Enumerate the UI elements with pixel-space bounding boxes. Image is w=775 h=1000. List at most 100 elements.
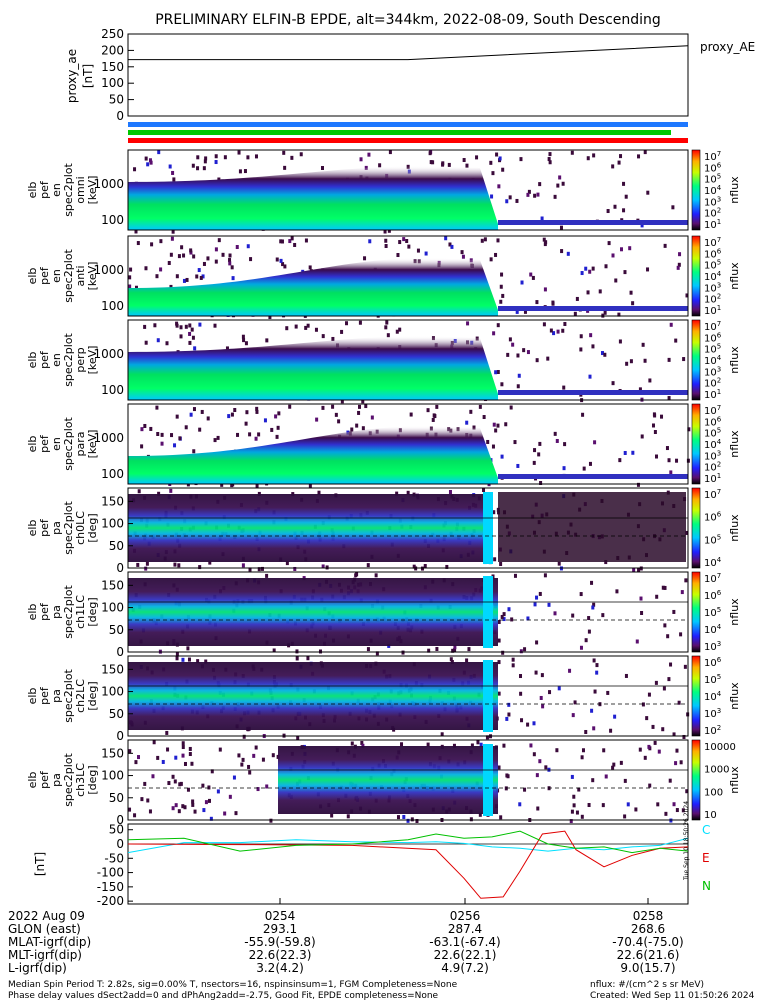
noise-pixel bbox=[638, 387, 642, 392]
noise-pixel bbox=[482, 488, 486, 493]
noise-pixel bbox=[581, 412, 585, 417]
legend-c-label: C bbox=[702, 823, 710, 837]
noise-pixel bbox=[575, 810, 579, 815]
noise-pixel bbox=[533, 448, 537, 453]
noise-pixel bbox=[519, 691, 523, 696]
noise-pixel bbox=[520, 280, 524, 285]
noise-pixel bbox=[412, 564, 416, 569]
noise-pixel bbox=[426, 408, 430, 413]
ytick-label: 50 bbox=[109, 791, 124, 805]
panel-ylabel-part: [keV] bbox=[86, 176, 99, 205]
noise-pixel bbox=[631, 450, 635, 455]
panel-ylabel-part: elb bbox=[26, 520, 39, 537]
noise-pixel bbox=[150, 242, 154, 247]
noise-pixel bbox=[169, 284, 173, 289]
panel-ylabel-part: pef bbox=[38, 350, 51, 369]
noise-pixel bbox=[233, 407, 237, 412]
panel-frame bbox=[127, 235, 689, 317]
noise-pixel bbox=[561, 181, 565, 186]
noise-pixel bbox=[198, 427, 202, 432]
panel-ylabel-part: elb bbox=[26, 604, 39, 621]
noise-pixel bbox=[540, 673, 544, 678]
colorbar-label: nflux bbox=[728, 766, 741, 794]
noise-pixel bbox=[590, 580, 594, 585]
noise-pixel bbox=[223, 155, 227, 160]
noise-pixel bbox=[492, 422, 496, 427]
noise-pixel bbox=[279, 258, 283, 263]
noise-pixel bbox=[237, 753, 241, 758]
noise-pixel bbox=[472, 425, 476, 430]
pitch-angle-band bbox=[128, 578, 498, 646]
noise-pixel bbox=[682, 734, 686, 739]
noise-pixel bbox=[182, 278, 186, 283]
noise-pixel bbox=[435, 404, 439, 409]
noise-pixel bbox=[179, 334, 183, 339]
noise-pixel bbox=[206, 256, 210, 261]
ytick-label: 50 bbox=[109, 539, 124, 553]
noise-pixel bbox=[340, 329, 344, 334]
noise-pixel bbox=[646, 190, 650, 195]
noise-pixel bbox=[540, 216, 544, 221]
colorbar-tick-exponent: 5 bbox=[717, 533, 721, 541]
noise-pixel bbox=[145, 561, 149, 566]
noise-pixel bbox=[501, 650, 505, 655]
noise-pixel bbox=[546, 356, 550, 361]
ytick-label: 0 bbox=[116, 729, 124, 743]
noise-pixel bbox=[453, 648, 457, 653]
noise-pixel bbox=[196, 166, 200, 171]
colorbar-tick-exponent: 3 bbox=[717, 707, 721, 715]
panel-ylabel-part: omni bbox=[74, 176, 87, 203]
noise-pixel bbox=[631, 301, 635, 306]
colorbar bbox=[692, 740, 700, 820]
noise-pixel bbox=[129, 267, 133, 272]
colorbar-frame bbox=[691, 655, 701, 737]
noise-pixel bbox=[216, 789, 220, 794]
noise-pixel bbox=[243, 169, 247, 174]
noise-pixel bbox=[538, 182, 542, 187]
mag-ytick-label: 50 bbox=[109, 823, 124, 837]
noise-pixel bbox=[637, 154, 641, 159]
noise-pixel bbox=[269, 818, 273, 823]
mag-series-N bbox=[127, 830, 689, 854]
noise-pixel bbox=[651, 423, 655, 428]
noise-pixel bbox=[685, 530, 689, 535]
noise-pixel bbox=[547, 157, 551, 162]
noise-pixel bbox=[358, 320, 362, 325]
noise-pixel bbox=[167, 260, 171, 265]
noise-pixel bbox=[321, 564, 325, 569]
noise-pixel bbox=[252, 753, 256, 758]
noise-pixel bbox=[170, 236, 174, 241]
noise-pixel bbox=[188, 746, 192, 751]
noise-pixel bbox=[617, 160, 621, 165]
noise-pixel bbox=[444, 236, 448, 241]
noise-pixel bbox=[516, 353, 520, 358]
noise-pixel bbox=[469, 409, 473, 414]
panel-ylabel-part: para bbox=[74, 432, 87, 457]
noise-pixel bbox=[384, 244, 388, 249]
noise-pixel bbox=[580, 271, 584, 276]
footer-line1-right: nflux: #/(cm^2 s sr MeV) bbox=[590, 980, 704, 990]
noise-pixel bbox=[460, 250, 464, 255]
noise-pixel bbox=[165, 341, 169, 346]
noise-pixel bbox=[128, 275, 132, 280]
noise-pixel bbox=[178, 436, 182, 441]
noise-pixel bbox=[591, 266, 595, 271]
ytick-label: 1000 bbox=[93, 431, 124, 445]
noise-pixel bbox=[308, 265, 312, 270]
noise-pixel bbox=[428, 151, 432, 156]
noise-pixel bbox=[664, 811, 668, 816]
noise-pixel bbox=[173, 443, 177, 448]
colorbar bbox=[692, 656, 700, 736]
noise-pixel bbox=[346, 814, 350, 819]
panel-ylabel-part: spec2plot bbox=[62, 417, 75, 471]
noise-pixel bbox=[663, 585, 667, 590]
colorbar-tick-exponent: 5 bbox=[717, 173, 721, 181]
colorbar-tick-label: 101 bbox=[704, 218, 721, 231]
noise-pixel bbox=[500, 272, 504, 277]
noise-pixel bbox=[511, 657, 515, 662]
noise-pixel bbox=[584, 638, 588, 643]
noise-pixel bbox=[195, 274, 199, 279]
panel-ylabel-part: spec2plot bbox=[62, 753, 75, 807]
